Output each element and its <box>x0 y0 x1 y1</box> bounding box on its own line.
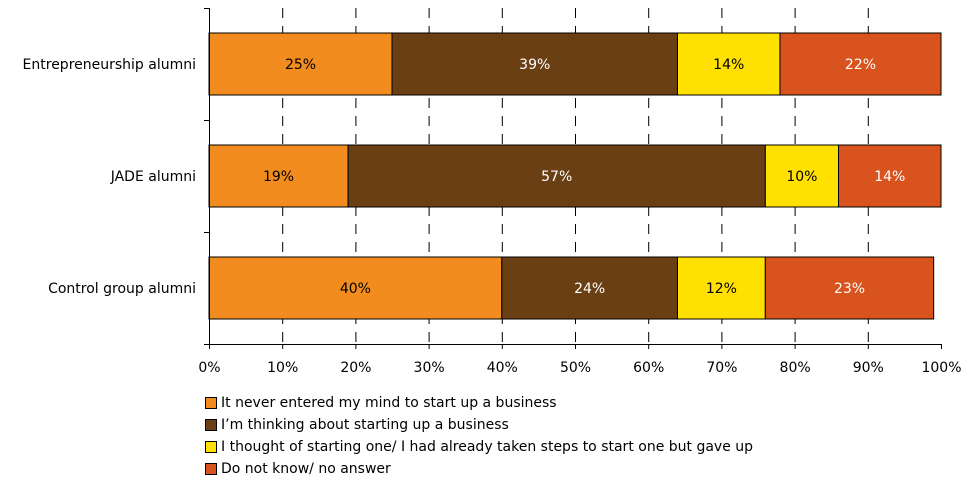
data-label: 12% <box>706 281 737 297</box>
bar-segment <box>764 256 935 320</box>
bar-segment <box>391 32 678 96</box>
legend-swatch <box>205 441 217 453</box>
category-label: Entrepreneurship alumni <box>23 57 196 73</box>
data-label: 25% <box>285 57 316 73</box>
bar-segment <box>347 144 766 208</box>
x-tick-label: 60% <box>633 360 664 376</box>
x-tick-label: 80% <box>780 360 811 376</box>
legend-item: I’m thinking about starting up a busines… <box>205 414 753 436</box>
bar-segment <box>501 256 678 320</box>
bar-segment <box>838 144 942 208</box>
data-label: 19% <box>263 169 294 185</box>
x-tick-label: 70% <box>706 360 737 376</box>
bar-segment <box>779 32 942 96</box>
data-label: 40% <box>340 281 371 297</box>
data-label: 10% <box>786 169 817 185</box>
legend-item: It never entered my mind to start up a b… <box>205 392 753 414</box>
x-tick-label: 100% <box>921 360 961 376</box>
legend-label: I’m thinking about starting up a busines… <box>221 417 509 433</box>
legend-item: Do not know/ no answer <box>205 458 753 480</box>
x-tick-label: 20% <box>340 360 371 376</box>
x-tick-label: 0% <box>198 360 220 376</box>
legend-item: I thought of starting one/ I had already… <box>205 436 753 458</box>
legend-label: Do not know/ no answer <box>221 461 391 477</box>
legend-swatch <box>205 419 217 431</box>
data-label: 24% <box>574 281 605 297</box>
legend-swatch <box>205 397 217 409</box>
legend-label: I thought of starting one/ I had already… <box>221 439 754 455</box>
data-label: 22% <box>845 57 876 73</box>
category-label: JADE alumni <box>110 169 196 185</box>
data-label: 23% <box>834 281 865 297</box>
chart-legend: It never entered my mind to start up a b… <box>205 392 753 480</box>
data-label: 57% <box>541 169 572 185</box>
bar-segment <box>764 144 840 208</box>
x-tick-label: 50% <box>560 360 591 376</box>
bar-segment <box>208 144 349 208</box>
x-tick-label: 90% <box>853 360 884 376</box>
bar-segment <box>676 32 781 96</box>
x-tick-label: 40% <box>487 360 518 376</box>
legend-label: It never entered my mind to start up a b… <box>221 395 557 411</box>
x-tick-label: 10% <box>267 360 298 376</box>
data-label: 39% <box>519 57 550 73</box>
category-label: Control group alumni <box>48 281 196 297</box>
bar-segment <box>676 256 766 320</box>
data-label: 14% <box>713 57 744 73</box>
x-tick-label: 30% <box>414 360 445 376</box>
stacked-bar-chart: 25% 39% 14% 22% Entrepreneurship alumni 19% 57… <box>23 8 962 376</box>
legend-swatch <box>205 463 217 475</box>
data-label: 14% <box>874 169 905 185</box>
